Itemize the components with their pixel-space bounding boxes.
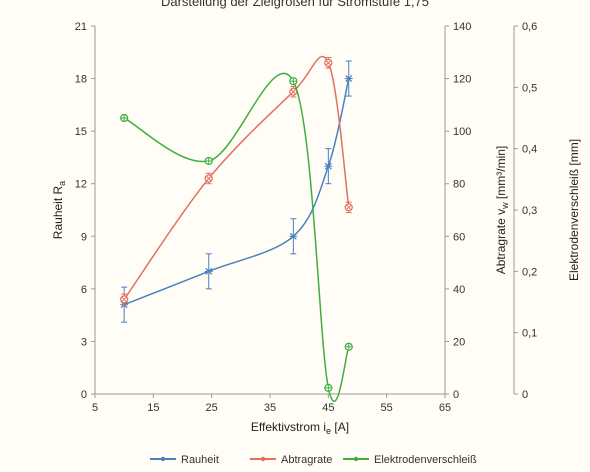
series-layer (120, 55, 353, 402)
data-point (205, 267, 213, 275)
y-left-tick-label: 15 (75, 126, 87, 138)
data-point (345, 75, 353, 83)
y-right1-tick-label: 120 (453, 74, 471, 86)
x-tick-label: 35 (264, 402, 276, 414)
y-axis-right2-title: Elektrodenverschleiß [mm] (567, 139, 581, 281)
y-right1-tick-label: 40 (453, 284, 465, 296)
legend-marker (160, 456, 166, 462)
y-left-tick-label: 6 (81, 284, 87, 296)
data-point (289, 232, 297, 240)
y-left-tick-label: 3 (81, 336, 87, 348)
data-point (324, 162, 332, 170)
data-point-cross (346, 204, 352, 210)
data-point-cross (290, 89, 296, 95)
y-right2-tick-label: 0 (522, 389, 528, 401)
y-axis-left-title: Rauheit Ra (51, 181, 67, 239)
legend-item-elektrodenverschleiß: Elektrodenverschleiß (343, 454, 477, 466)
x-tick-label: 15 (147, 402, 159, 414)
y-right1-tick-label: 100 (453, 126, 471, 138)
y-right2-tick-label: 0,1 (522, 328, 537, 340)
data-point-cross (121, 296, 127, 302)
y-left-tick-label: 9 (81, 231, 87, 243)
x-axis-title: Effektivstrom ie [A] (251, 420, 349, 436)
y-right1-tick-label: 140 (453, 21, 471, 33)
legend-marker (260, 456, 266, 462)
y-right2-tick-label: 0,2 (522, 266, 537, 278)
series-elektrodenverschleiß (120, 72, 353, 402)
x-tick-label: 5 (92, 402, 98, 414)
legend-label: Rauheit (181, 454, 219, 466)
x-tick-label: 55 (381, 402, 393, 414)
legend-marker (353, 456, 359, 462)
data-point-cross (325, 60, 331, 66)
y-right1-tick-label: 0 (453, 389, 459, 401)
series-abtragrate (120, 55, 353, 306)
series-line (123, 72, 350, 402)
data-point-cross (206, 175, 212, 182)
y-left-tick-label: 12 (75, 179, 87, 191)
legend-label: Abtragrate (281, 454, 332, 466)
y-left-tick-label: 21 (75, 21, 87, 33)
series-line (123, 55, 350, 300)
legend-item-abtragrate: Abtragrate (250, 454, 332, 466)
y-right1-tick-label: 20 (453, 336, 465, 348)
y-right2-tick-label: 0,5 (522, 82, 537, 94)
legend-label: Elektrodenverschleiß (374, 454, 477, 466)
y-axis-right1-title: Abtragrate vw [mm³/min] (494, 146, 510, 275)
y-right1-tick-label: 80 (453, 179, 465, 191)
x-tick-label: 25 (206, 402, 218, 414)
series-line (123, 78, 350, 306)
y-right2-tick-label: 0,6 (522, 21, 537, 33)
x-tick-label: 45 (322, 402, 334, 414)
chart-title: Darstellung der Zielgrößen für Stromstuf… (161, 0, 429, 9)
y-left-tick-label: 0 (81, 389, 87, 401)
y-left-tick-label: 18 (75, 74, 87, 86)
y-right1-tick-label: 60 (453, 231, 465, 243)
legend: Rauheit Abtragrate Elektrodenverschleiß (150, 454, 477, 466)
y-right2-tick-label: 0,4 (522, 144, 537, 156)
axes-layer: 5 15 25 35 45 55 65036912151821020406080100120… (75, 21, 538, 414)
x-tick-label: 65 (439, 402, 451, 414)
y-right2-tick-label: 0,3 (522, 205, 537, 217)
legend-item-rauheit: Rauheit (150, 454, 219, 466)
